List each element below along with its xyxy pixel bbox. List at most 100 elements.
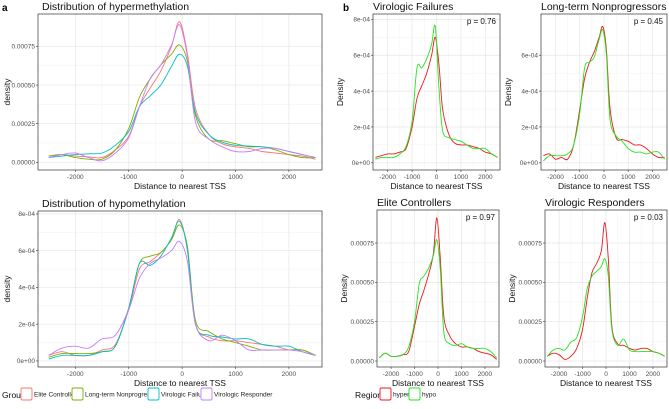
plot-border — [372, 13, 501, 171]
y-tick-label: 0e+00 — [352, 160, 371, 167]
x-tick-label: -1000 — [571, 174, 588, 181]
legend-key — [379, 387, 392, 401]
y-tick-label: 0.00075 — [12, 44, 36, 51]
x-tick-label: 0 — [436, 371, 440, 378]
group-legend-title: Group — [2, 390, 26, 400]
p-value-annotation: p = 0.97 — [466, 213, 496, 222]
plot-border — [37, 210, 323, 368]
y-tick-label: 4e-04 — [521, 88, 538, 95]
y-tick-label: 8e-04 — [353, 17, 370, 24]
plot-border — [544, 209, 668, 368]
chart-panel-5: -2000 -1000 0 1000 2000 0.00000 0.00025 0.00050… — [339, 197, 500, 388]
y-tick-label: 0.00025 — [12, 121, 36, 128]
legend-key — [408, 387, 421, 401]
x-tick-label: -1000 — [404, 174, 421, 181]
chart-panel-4: -2000 -1000 0 1000 2000 0e+00 2e-04 4e-04 6e-04 L… — [503, 1, 668, 191]
plot-background — [38, 211, 322, 367]
y-tick-label: 0.00000 — [519, 358, 543, 365]
y-tick-label: 0.00000 — [351, 358, 375, 365]
x-tick-label: 0 — [180, 371, 184, 378]
x-axis-label: Distance to nearest TSS — [391, 181, 483, 191]
x-tick-label: 0 — [602, 174, 606, 181]
p-value-annotation: p = 0.45 — [634, 17, 664, 26]
x-axis-label: Distance to nearest TSS — [560, 378, 652, 388]
x-tick-label: 1000 — [454, 174, 469, 181]
y-tick-label: 0e+00 — [520, 160, 539, 167]
density-line-hypo — [543, 29, 665, 162]
density-line-virologic-responder — [48, 240, 316, 356]
panel-tag-a: a — [2, 3, 8, 14]
x-tick-label: -2000 — [383, 371, 400, 378]
x-tick-label: 1000 — [228, 371, 243, 378]
legend-key — [147, 387, 160, 401]
x-tick-label: -2000 — [551, 371, 568, 378]
density-line-elite-controller — [48, 21, 316, 160]
x-tick-label: 2000 — [282, 174, 297, 181]
density-line-virologic-failure — [48, 53, 316, 159]
y-axis-label: Density — [335, 77, 345, 106]
x-tick-label: 1000 — [228, 174, 243, 181]
y-axis-label: Density — [503, 77, 513, 106]
p-value-annotation: p = 0.76 — [467, 17, 497, 26]
y-tick-label: 6e-04 — [521, 53, 538, 60]
y-tick-label: 6e-04 — [18, 248, 35, 255]
density-line-hypo — [375, 24, 498, 160]
legend-key — [20, 387, 33, 401]
chart-panel-1: -2000 -1000 0 1000 2000 0.00000 0.00025 0.00050… — [2, 1, 323, 191]
y-tick-label: 0.00025 — [519, 319, 543, 326]
regions-legend-title: Regions — [355, 390, 386, 400]
legend-label: Elite Controller — [34, 392, 77, 399]
y-axis-label: density — [2, 275, 12, 303]
x-axis-label: Distance to nearest TSS — [558, 181, 650, 191]
x-tick-label: 2000 — [478, 371, 493, 378]
x-tick-label: 0 — [435, 174, 439, 181]
x-tick-label: 2000 — [646, 371, 661, 378]
legend-label: hyper — [393, 392, 410, 399]
x-tick-label: 2000 — [282, 371, 297, 378]
y-tick-label: 0e+00 — [17, 358, 36, 365]
x-tick-label: -1000 — [120, 174, 137, 181]
density-line-hyper — [547, 222, 665, 360]
plot-background — [38, 14, 322, 170]
x-tick-label: -1000 — [574, 371, 591, 378]
x-tick-label: 1000 — [622, 371, 637, 378]
x-tick-label: 0 — [604, 371, 608, 378]
chart-panel-6: -2000 -1000 0 1000 2000 0.00000 0.00025 0.00050… — [507, 197, 668, 388]
chart-title: Virologic Failures — [373, 1, 453, 13]
y-tick-label: 0.00050 — [519, 280, 543, 287]
chart-title: Long-term Nonprogressors — [541, 1, 666, 13]
chart-title: Distribution of hypomethylation — [42, 198, 186, 210]
density-line-virologic-failure — [48, 220, 316, 360]
legend-key — [200, 387, 213, 401]
chart-title: Elite Controllers — [377, 197, 451, 209]
y-tick-label: 8e-04 — [18, 211, 35, 218]
panel-tag-b: b — [343, 3, 349, 14]
x-tick-label: -2000 — [67, 174, 84, 181]
x-tick-label: 1000 — [621, 174, 636, 181]
legend-label: hypo — [422, 392, 436, 399]
y-axis-label: density — [2, 78, 12, 106]
plot-border — [37, 13, 323, 171]
x-axis-label: Distance to nearest TSS — [134, 181, 226, 191]
legend-label: Virologic Failure — [161, 392, 208, 399]
chart-title: Virologic Responders — [545, 197, 645, 209]
plot-border — [540, 13, 668, 171]
y-tick-label: 4e-04 — [353, 88, 370, 95]
group-legend: Group Elite Controller Long-term Nonprogr… — [2, 387, 273, 401]
x-tick-label: -1000 — [120, 371, 137, 378]
chart-panel-2: -2000 -1000 0 1000 2000 0e+00 2e-04 4e-04 6e-04 8… — [2, 198, 323, 388]
x-tick-label: 2000 — [478, 174, 493, 181]
legend-label: Long-term Nonprogressor — [85, 392, 160, 399]
p-value-annotation: p = 0.03 — [634, 213, 664, 222]
legend-key — [71, 387, 84, 401]
density-line-virologic-responder — [48, 24, 316, 162]
x-tick-label: 0 — [180, 174, 184, 181]
y-tick-label: 4e-04 — [18, 285, 35, 292]
y-tick-label: 0.00075 — [519, 240, 543, 247]
density-line-hyper — [543, 25, 665, 161]
x-tick-label: -2000 — [547, 174, 564, 181]
plot-border — [376, 209, 500, 368]
y-tick-label: 0.00050 — [351, 280, 375, 287]
chart-title: Distribution of hypermethylation — [42, 1, 189, 13]
